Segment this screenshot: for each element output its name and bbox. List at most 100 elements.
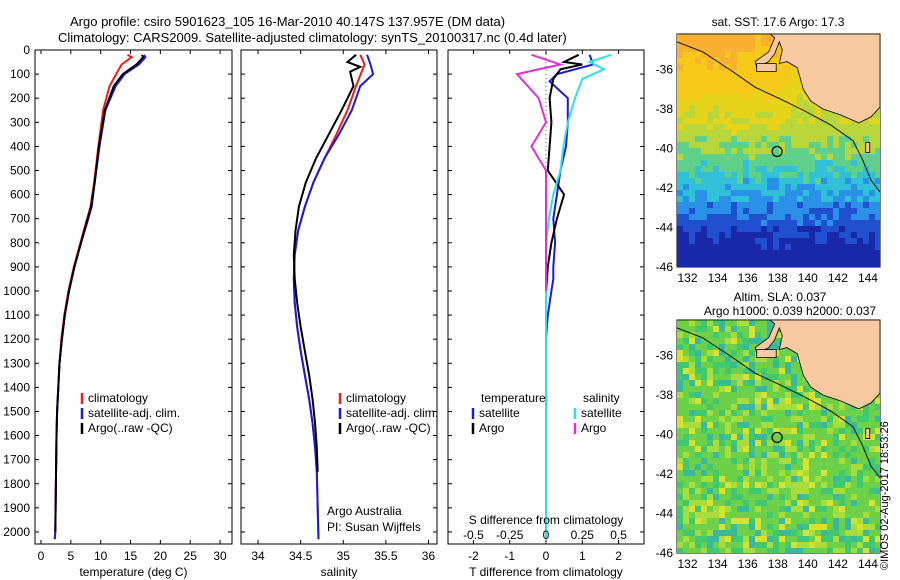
sla-map-cell: [767, 398, 773, 404]
sla-map-cell: [719, 464, 725, 470]
sst-map-cell: [755, 190, 761, 196]
sla-map-cell: [845, 470, 851, 476]
sst-map-cell: [737, 118, 743, 124]
sla-map-cell: [761, 530, 767, 536]
sst-map-cell: [833, 130, 839, 136]
sla-map-cell: [719, 446, 725, 452]
sst-map-cell: [701, 94, 707, 100]
sla-map-cell: [683, 332, 689, 338]
sla-map-cell: [749, 464, 755, 470]
sla-map-cell: [683, 410, 689, 416]
sst-map-cell: [875, 148, 880, 154]
sla-map-cell: [833, 536, 839, 542]
sla-map-cell: [857, 452, 863, 458]
sla-map-cell: [695, 446, 701, 452]
sla-map-cell: [821, 476, 827, 482]
sla-map-cell: [815, 440, 821, 446]
sla-map-cell: [851, 488, 857, 494]
sla-map-cell: [797, 404, 803, 410]
sst-map-cell: [713, 202, 719, 208]
sla-map-cell: [761, 380, 767, 386]
temperature-legend-label: Argo(..raw -QC): [88, 421, 173, 435]
sla-map-cell: [833, 494, 839, 500]
sla-map-cell: [719, 440, 725, 446]
sla-map-cell: [761, 452, 767, 458]
sst-lat-tick-label: -44: [656, 221, 674, 235]
sla-map-cell: [725, 422, 731, 428]
sst-map-cell: [725, 160, 731, 166]
sst-map-cell: [803, 184, 809, 190]
sst-map-cell: [707, 40, 713, 46]
sst-map-cell: [761, 196, 767, 202]
sst-map-cell: [815, 244, 821, 250]
sla-map-cell: [833, 446, 839, 452]
sst-map-cell: [827, 178, 833, 184]
sst-map-cell: [707, 208, 713, 214]
sla-map-cell: [701, 488, 707, 494]
sla-map-cell: [725, 512, 731, 518]
sla-map-cell: [731, 500, 737, 506]
sst-map-cell: [839, 178, 845, 184]
sst-map-cell: [737, 232, 743, 238]
sla-map-cell: [767, 356, 773, 362]
sst-map-cell: [875, 178, 880, 184]
sla-map-cell: [761, 428, 767, 434]
sst-map-cell: [803, 148, 809, 154]
sla-map-cell: [713, 386, 719, 392]
sst-map-cell: [803, 142, 809, 148]
sst-map-cell: [743, 196, 749, 202]
sla-map-cell: [761, 512, 767, 518]
sla-map-cell: [737, 392, 743, 398]
sst-map-cell: [785, 226, 791, 232]
sla-map-cell: [695, 548, 701, 553]
difference-t-tick-label: 0: [543, 549, 550, 563]
sst-map-cell: [797, 184, 803, 190]
sst-map-cell: [857, 232, 863, 238]
difference-t-tick-label: 1: [579, 549, 586, 563]
sla-map-cell: [821, 452, 827, 458]
sla-map-cell: [833, 530, 839, 536]
sst-map-cell: [803, 100, 809, 106]
sla-map-cell: [845, 548, 851, 553]
sla-map-cell: [677, 428, 683, 434]
sst-map-cell: [857, 214, 863, 220]
sla-map-cell: [761, 410, 767, 416]
sla-lon-tick-label: 134: [708, 557, 728, 571]
sla-map-cell: [845, 410, 851, 416]
sst-map-cell: [683, 178, 689, 184]
sla-map-cell: [725, 350, 731, 356]
sst-map-cell: [791, 136, 797, 142]
sla-map-cell: [731, 512, 737, 518]
sst-map-cell: [695, 190, 701, 196]
sst-map-cell: [701, 172, 707, 178]
sst-map-cell: [815, 202, 821, 208]
sst-map-cell: [713, 52, 719, 58]
sst-map-cell: [779, 160, 785, 166]
sst-map-cell: [677, 244, 683, 250]
sst-map-cell: [749, 226, 755, 232]
sla-map-cell: [755, 548, 761, 553]
sla-map-cell: [821, 548, 827, 553]
sst-map-cell: [689, 160, 695, 166]
sla-map-cell: [731, 506, 737, 512]
sla-map-cell: [773, 446, 779, 452]
sla-map-cell: [755, 506, 761, 512]
sla-map-cell: [695, 362, 701, 368]
sst-map-cell: [869, 130, 875, 136]
sst-map-cell: [863, 178, 869, 184]
sla-map-cell: [869, 524, 875, 530]
sla-lat-tick-label: -38: [656, 388, 674, 402]
sla-map-cell: [737, 530, 743, 536]
sla-map-cell: [731, 530, 737, 536]
sla-map-cell: [737, 434, 743, 440]
sla-map-cell: [725, 518, 731, 524]
sst-map-cell: [869, 148, 875, 154]
sst-map-cell: [761, 82, 767, 88]
sst-map-cell: [791, 106, 797, 112]
sla-lat-tick-label: -36: [656, 349, 674, 363]
sla-map-cell: [857, 458, 863, 464]
sla-map-cell: [785, 434, 791, 440]
sst-map-cell: [737, 226, 743, 232]
sla-map-cell: [851, 500, 857, 506]
sst-map-cell: [689, 208, 695, 214]
